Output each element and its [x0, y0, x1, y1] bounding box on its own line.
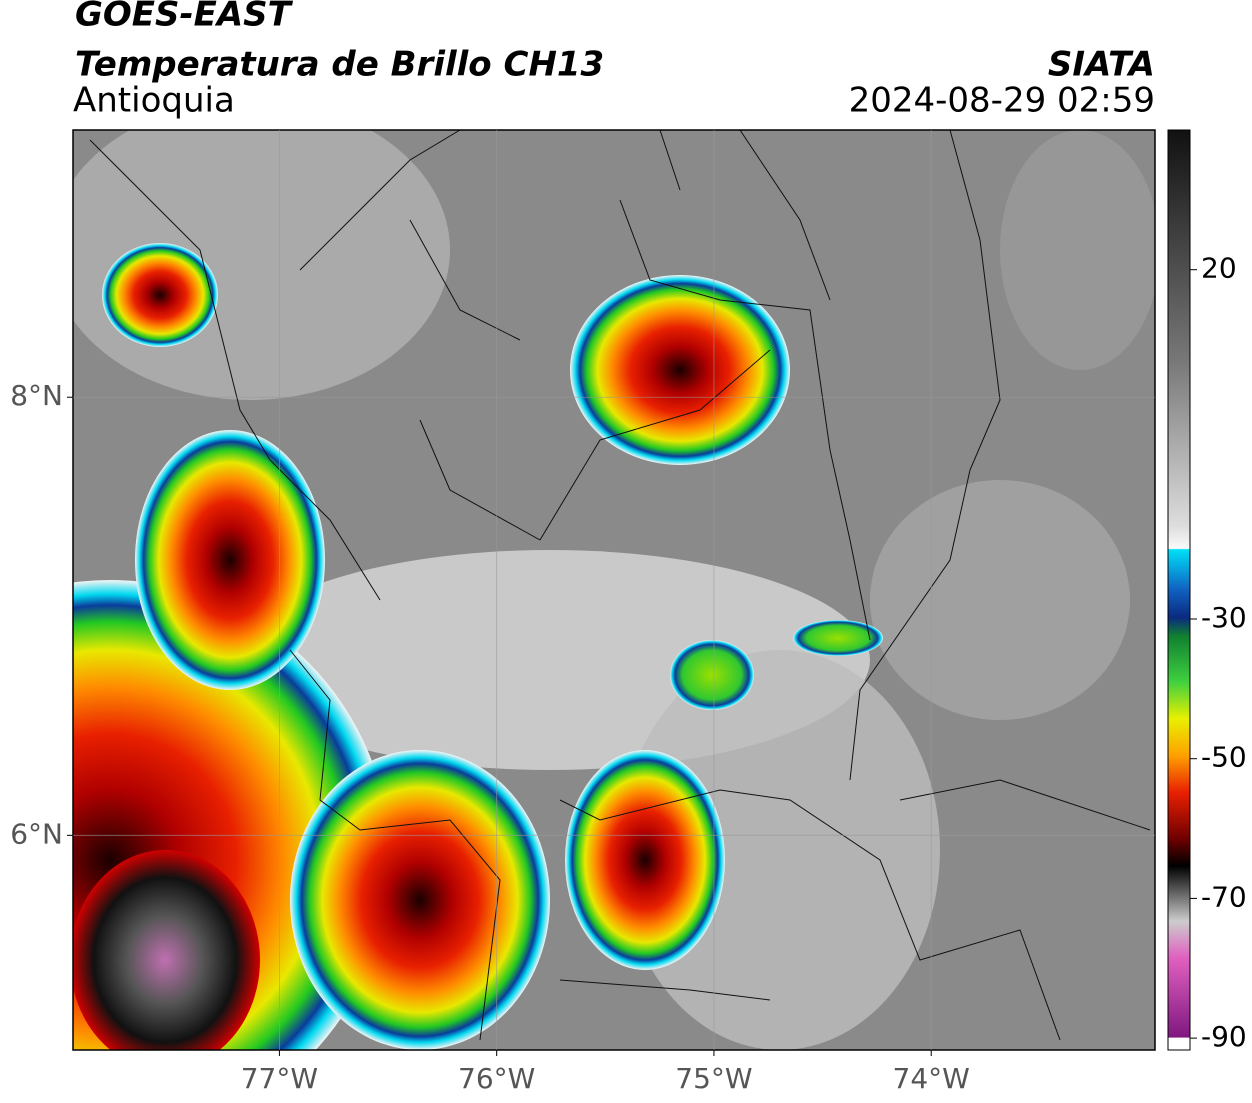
x-tick-label: 77°W [241, 1062, 318, 1095]
title: GOES-EAST [75, 0, 294, 35]
map-frame [72, 129, 1156, 1051]
y-tick-label: 8°N [10, 379, 63, 412]
y-tick-label: 6°N [10, 817, 63, 850]
x-tick-label: 76°W [458, 1062, 535, 1095]
colorbar-tick-label: -30 [1201, 601, 1247, 634]
x-tick-label: 75°W [675, 1062, 752, 1095]
colorbar-tick-label: -70 [1201, 880, 1247, 913]
datetime: 2024-08-29 02:59 [849, 81, 1155, 121]
colorbar [1167, 129, 1191, 1051]
region: Antioquia [73, 81, 235, 121]
colorbar-tick-label: 20 [1201, 252, 1237, 285]
subtitle: Temperatura de Brillo CH13 [75, 45, 604, 85]
colorbar-tick-label: -50 [1201, 741, 1247, 774]
colorbar-tick-label: -90 [1201, 1020, 1247, 1053]
source: SIATA [1048, 45, 1155, 85]
x-tick-label: 74°W [893, 1062, 970, 1095]
satellite-image [73, 130, 1155, 1050]
